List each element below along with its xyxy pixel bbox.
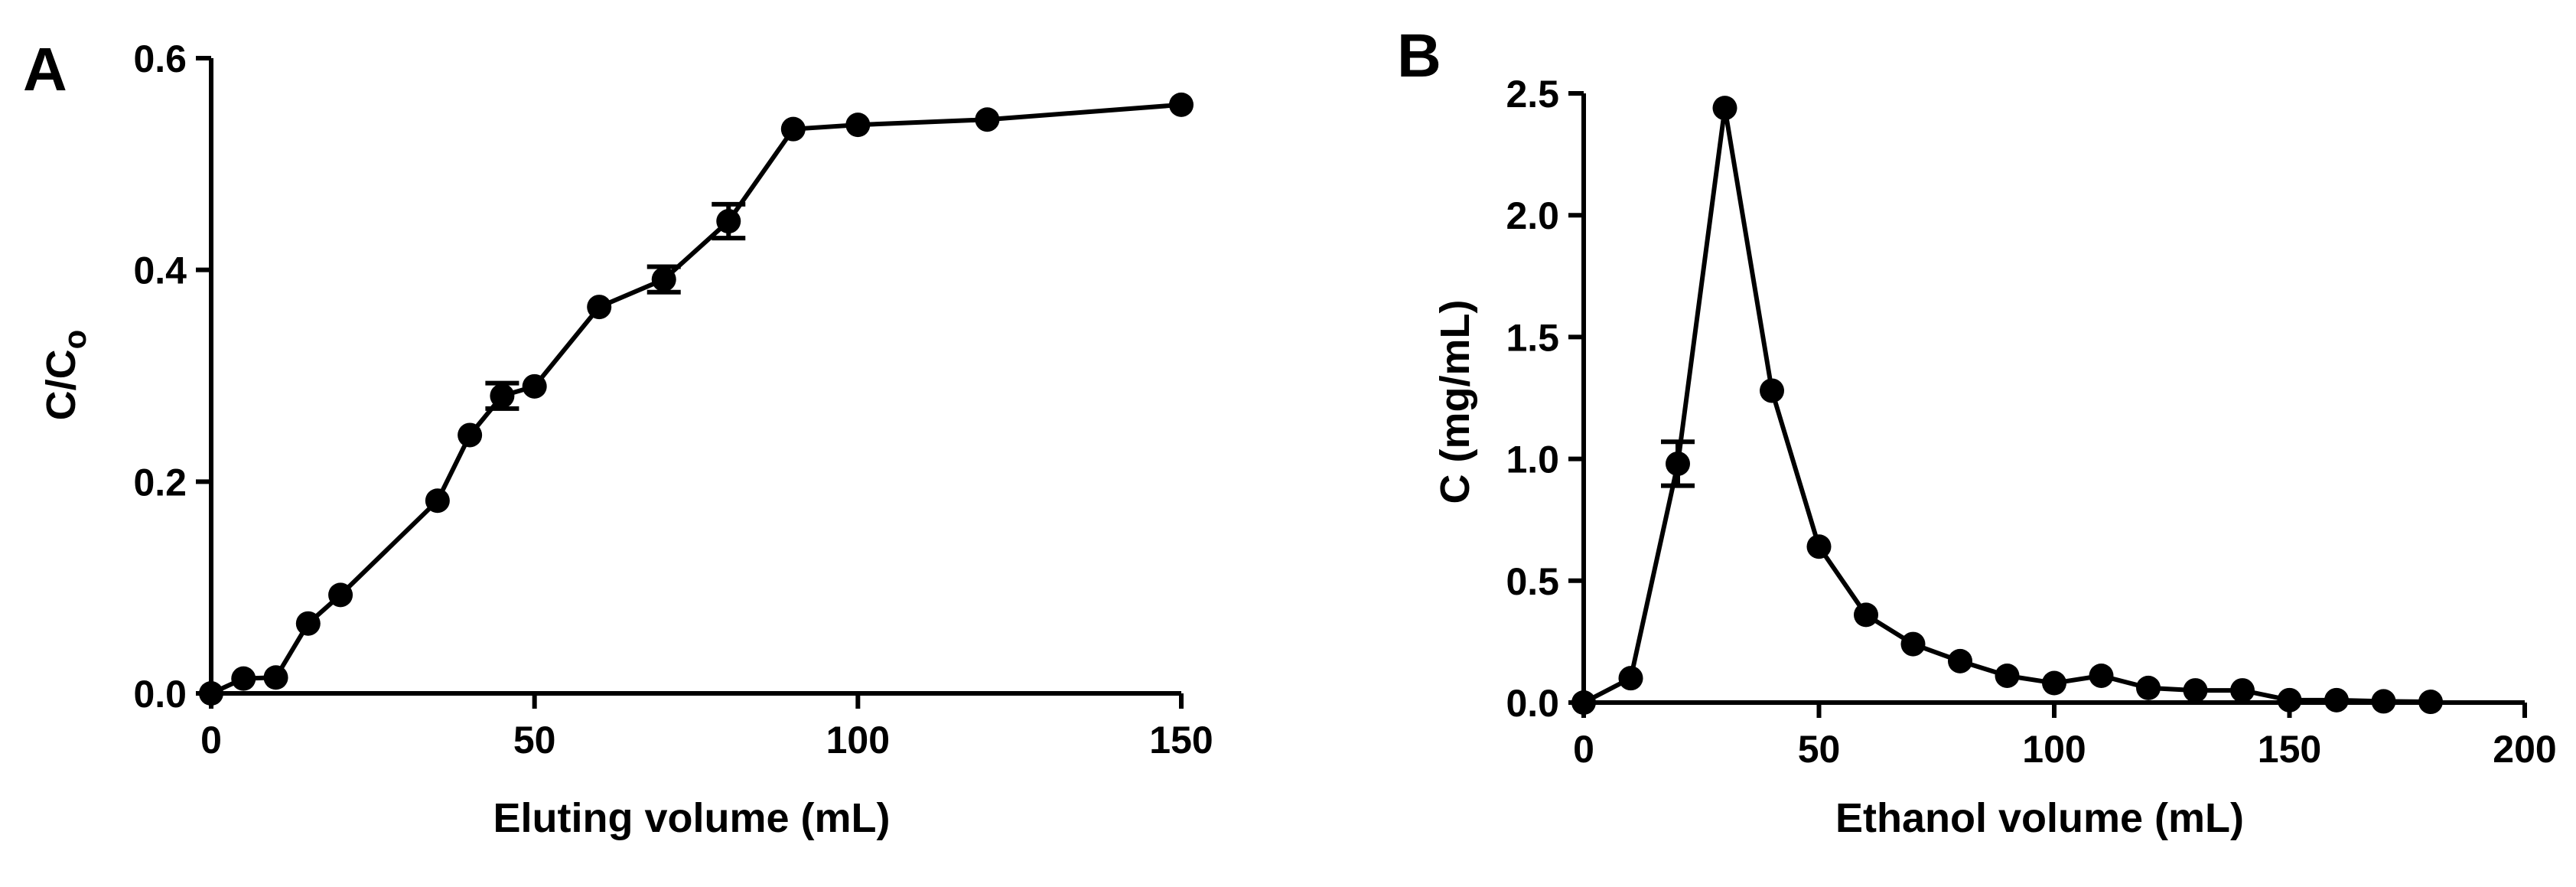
panel-a-series-line [210, 102, 1182, 696]
panel-a-data-point [231, 666, 256, 691]
panel-a-x-axis-title: Eluting volume (mL) [493, 795, 891, 841]
panel-a: A 0 50 100 150 0.0 0.2 0.4 0.6 Eluting volume (… [23, 35, 1213, 841]
panel-a-y-tick-label: 0.2 [133, 461, 187, 504]
panel-b-data-point [1666, 451, 1690, 476]
panel-b-data-point [1806, 534, 1832, 559]
panel-a-data-point [587, 295, 612, 320]
panel-b-x-tick-label: 0 [1573, 728, 1594, 771]
panel-a-y-tick-label: 0.6 [133, 38, 187, 80]
panel-b-data-point [1948, 648, 1972, 673]
panel-a-data-point [199, 681, 223, 706]
panel-b-data-point [1618, 666, 1643, 691]
panel-a-y-axis-title-main: C/C [38, 349, 84, 420]
panel-a-y-tick-label: 0.0 [133, 673, 187, 716]
panel-a-data-point [651, 267, 676, 292]
panel-b-y-tick-label: 1.0 [1506, 439, 1559, 481]
panel-a-series [199, 92, 1194, 706]
panel-a-axes [209, 58, 1181, 696]
panel-b-series-line [1582, 106, 2431, 705]
panel-b-x-tick-label: 200 [2493, 728, 2556, 771]
panel-a-data-point [263, 665, 288, 690]
panel-b-x-axis-title: Ethanol volume (mL) [1835, 795, 2244, 841]
panel-b-data-point [2042, 670, 2066, 696]
panel-a-x-tick-label: 50 [513, 719, 556, 761]
panel-b-letter: B [1397, 21, 1441, 90]
panel-a-x-tick-label: 100 [826, 719, 890, 761]
panel-a-data-point [458, 422, 483, 448]
panel-a-data-point [975, 107, 1000, 132]
panel-b-x-tick-label: 50 [1798, 728, 1841, 771]
panel-a-data-point [328, 582, 353, 608]
panel-a-data-point [425, 488, 450, 514]
panel-b-data-point [1760, 378, 1784, 403]
panel-b-data-point [1900, 631, 1926, 657]
panel-a-y-tick-label: 0.4 [133, 249, 187, 292]
panel-b-data-point [1712, 96, 1737, 121]
panel-a-data-point [522, 373, 547, 399]
panel-b: B 0 50 100 150 200 0.0 0.5 1.0 1.5 2.0 2.5 Ethanol… [1397, 21, 2557, 841]
panel-b-series [1571, 96, 2443, 715]
panel-b-data-point [2136, 675, 2161, 700]
panel-b-data-point [2089, 663, 2114, 688]
panel-b-data-point [2371, 689, 2396, 714]
panel-b-data-point [1995, 663, 2020, 688]
panel-a-data-point [780, 116, 806, 142]
panel-a-data-point [845, 113, 871, 138]
panel-a-ticks: 0 50 100 150 0.0 0.2 0.4 0.6 [133, 38, 1213, 761]
panel-a-data-point [490, 383, 515, 409]
panel-b-y-axis-title: C (mg/mL) [1432, 300, 1478, 504]
panel-b-y-tick-label: 2.0 [1506, 194, 1559, 237]
panel-a-data-point [1169, 92, 1194, 117]
panel-b-axes [1581, 93, 2525, 705]
panel-b-data-point [2230, 678, 2255, 703]
panel-b-ticks: 0 50 100 150 200 0.0 0.5 1.0 1.5 2.0 2.5 [1506, 73, 2556, 771]
panel-b-data-point [1571, 690, 1596, 715]
panel-a-y-axis-title: C/Co [38, 330, 93, 421]
panel-b-x-tick-label: 100 [2022, 728, 2086, 771]
panel-a-data-point [716, 209, 741, 234]
panel-b-data-point [2183, 678, 2208, 703]
panel-b-y-tick-label: 1.5 [1506, 316, 1559, 359]
panel-b-data-point [2324, 687, 2349, 713]
panel-b-data-point [1854, 602, 1878, 628]
panel-a-x-tick-label: 150 [1149, 719, 1213, 761]
panel-b-y-tick-label: 0.0 [1506, 682, 1559, 725]
panel-b-data-point [2418, 690, 2443, 715]
panel-b-x-tick-label: 150 [2258, 728, 2321, 771]
panel-b-y-tick-label: 0.5 [1506, 560, 1559, 603]
panel-a-data-point [295, 611, 321, 636]
panel-a-letter: A [23, 35, 67, 103]
panel-b-data-point [2277, 687, 2302, 713]
panel-a-x-tick-label: 0 [200, 719, 222, 761]
panel-a-y-axis-title-sub: o [57, 330, 93, 350]
panel-b-y-tick-label: 2.5 [1506, 73, 1559, 116]
